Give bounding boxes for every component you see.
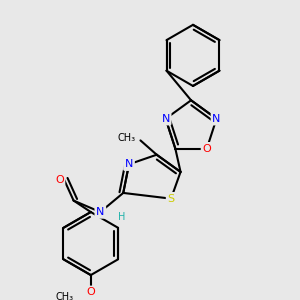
Text: CH₃: CH₃ (118, 133, 136, 142)
Text: S: S (167, 194, 175, 204)
Text: N: N (125, 159, 133, 169)
Text: CH₃: CH₃ (56, 292, 74, 300)
Text: N: N (96, 207, 104, 217)
Text: O: O (202, 144, 211, 154)
Text: N: N (212, 114, 221, 124)
Text: O: O (86, 287, 95, 297)
Text: O: O (55, 175, 64, 184)
Text: N: N (161, 114, 170, 124)
Text: H: H (118, 212, 125, 222)
